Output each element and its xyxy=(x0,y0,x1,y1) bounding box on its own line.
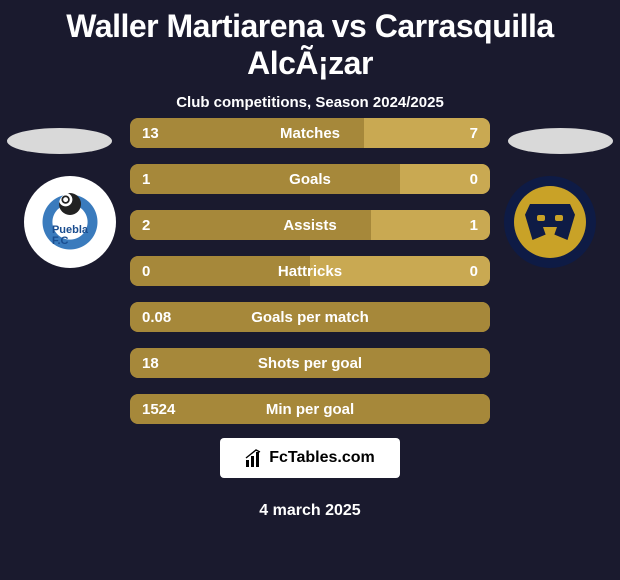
stats-area: 13Matches71Goals02Assists10Hattricks00.0… xyxy=(130,118,490,440)
stat-value-right: 1 xyxy=(470,217,478,234)
stat-label: Matches xyxy=(130,125,490,142)
stat-row: 1524Min per goal xyxy=(130,394,490,424)
stat-row: 0Hattricks0 xyxy=(130,256,490,286)
puebla-logo-icon: PueblaF.C xyxy=(35,187,105,257)
footer-brand-text: FcTables.com xyxy=(269,449,375,467)
stat-label: Min per goal xyxy=(130,401,490,418)
pumas-logo-icon xyxy=(514,186,586,258)
stat-label: Goals xyxy=(130,171,490,188)
stat-label: Goals per match xyxy=(130,309,490,326)
stat-row: 1Goals0 xyxy=(130,164,490,194)
club-left-label: PueblaF.C xyxy=(52,225,88,247)
subtitle: Club competitions, Season 2024/2025 xyxy=(0,94,620,111)
club-badge-left: PueblaF.C xyxy=(24,176,116,268)
club-badge-right xyxy=(504,176,596,268)
stat-label: Hattricks xyxy=(130,263,490,280)
date-text: 4 march 2025 xyxy=(0,502,620,520)
stat-label: Assists xyxy=(130,217,490,234)
shadow-ellipse-right xyxy=(508,128,613,154)
page-title: Waller Martiarena vs Carrasquilla AlcÃ¡z… xyxy=(0,0,620,82)
stat-value-right: 7 xyxy=(470,125,478,142)
fctables-bars-icon xyxy=(245,448,265,468)
stat-row: 2Assists1 xyxy=(130,210,490,240)
stat-row: 13Matches7 xyxy=(130,118,490,148)
stat-row: 0.08Goals per match xyxy=(130,302,490,332)
stat-label: Shots per goal xyxy=(130,355,490,372)
footer-brand-box: FcTables.com xyxy=(220,438,400,478)
stat-value-right: 0 xyxy=(470,263,478,280)
stat-row: 18Shots per goal xyxy=(130,348,490,378)
shadow-ellipse-left xyxy=(7,128,112,154)
comparison-infographic: Waller Martiarena vs Carrasquilla AlcÃ¡z… xyxy=(0,0,620,580)
stat-value-right: 0 xyxy=(470,171,478,188)
